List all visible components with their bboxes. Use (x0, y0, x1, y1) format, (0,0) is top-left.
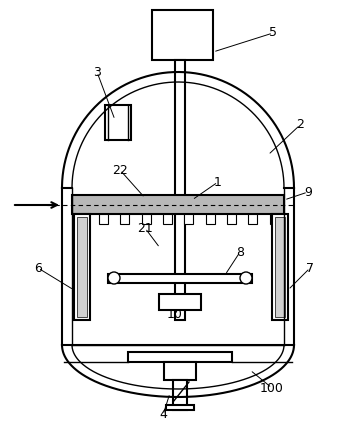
Bar (159, 294, 201, 310)
Bar (99, 214, 108, 224)
Bar (128, 352, 232, 362)
Bar (175, 60, 185, 320)
Bar (163, 214, 172, 224)
Bar (272, 214, 288, 320)
Text: 2: 2 (296, 118, 304, 132)
Circle shape (240, 272, 252, 284)
Text: 9: 9 (304, 185, 312, 198)
Text: 5: 5 (269, 26, 277, 39)
Circle shape (108, 272, 120, 284)
Bar (108, 273, 252, 283)
Text: 100: 100 (260, 381, 284, 395)
Text: 3: 3 (93, 66, 101, 79)
Bar (275, 217, 285, 317)
Text: 7: 7 (306, 262, 314, 274)
Bar (105, 105, 131, 140)
Bar (184, 214, 193, 224)
Text: 4: 4 (159, 408, 167, 421)
Text: 1: 1 (214, 175, 222, 188)
Bar (173, 380, 187, 410)
Bar (74, 214, 90, 320)
Bar (227, 214, 236, 224)
Text: 6: 6 (34, 262, 42, 274)
Bar (164, 362, 196, 380)
Bar (72, 195, 284, 214)
Bar (141, 214, 151, 224)
Bar (269, 214, 278, 224)
Text: 8: 8 (236, 246, 244, 259)
Bar (78, 214, 87, 224)
Bar (120, 214, 129, 224)
Text: 21: 21 (137, 221, 153, 234)
Text: 10: 10 (167, 309, 183, 322)
Bar (205, 214, 215, 224)
Bar (77, 217, 87, 317)
Bar (166, 405, 194, 410)
Text: 22: 22 (112, 164, 128, 177)
Bar (152, 10, 213, 60)
Bar (248, 214, 257, 224)
